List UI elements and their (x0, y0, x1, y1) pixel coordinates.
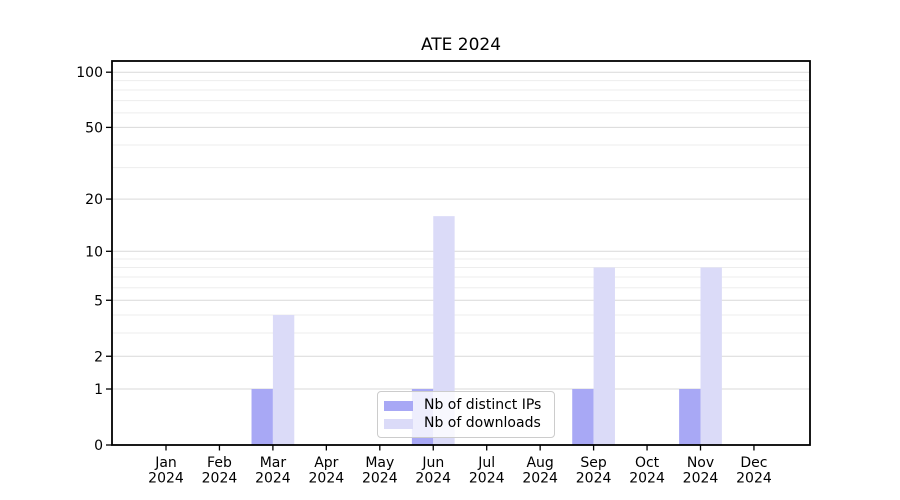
legend-item-distinct-ips: Nb of distinct IPs (384, 397, 546, 414)
y-tick-label: 50 (85, 120, 103, 136)
x-tick-label-year: 2024 (736, 471, 772, 487)
x-tick-label-year: 2024 (629, 471, 665, 487)
axes-box (111, 60, 811, 446)
legend: Nb of distinct IPs Nb of downloads (377, 391, 555, 438)
x-tick-label-month: Oct (635, 455, 660, 471)
bar-distinct-ips-nov (679, 389, 701, 445)
x-tick-label-month: Nov (687, 455, 714, 471)
x-tick-label-month: Apr (314, 455, 338, 471)
x-tick-label-month: Jan (154, 455, 177, 471)
x-tick-label-month: Jul (477, 455, 495, 471)
y-tick-label: 5 (94, 293, 103, 309)
x-tick-label-year: 2024 (255, 471, 291, 487)
x-tick-label-year: 2024 (362, 471, 398, 487)
legend-swatch-distinct-ips-icon (384, 400, 413, 411)
chart-title: ATE 2024 (420, 35, 502, 55)
x-tick-label-year: 2024 (576, 471, 612, 487)
bar-distinct-ips-mar (251, 389, 273, 445)
y-tick-label: 1 (94, 382, 103, 398)
x-tick-label-month: Jun (421, 455, 444, 471)
legend-swatch-downloads-icon (384, 418, 413, 429)
x-tick-label-year: 2024 (469, 471, 505, 487)
x-tick-label-year: 2024 (202, 471, 238, 487)
x-tick-label-year: 2024 (522, 471, 558, 487)
x-tick-label-month: Feb (207, 455, 232, 471)
legend-label-distinct-ips: Nb of distinct IPs (424, 397, 542, 413)
legend-item-downloads: Nb of downloads (384, 415, 546, 432)
y-tick-label: 20 (85, 192, 103, 208)
x-tick-label-year: 2024 (415, 471, 451, 487)
x-tick-label-year: 2024 (683, 471, 719, 487)
bar-downloads-nov (700, 267, 722, 445)
y-tick-label: 10 (85, 244, 103, 260)
x-tick-label-month: Mar (260, 455, 287, 471)
x-tick-label-month: May (365, 455, 394, 471)
bar-distinct-ips-sep (572, 389, 594, 445)
x-tick-label-month: Aug (526, 455, 553, 471)
x-tick-label-year: 2024 (148, 471, 184, 487)
x-tick-label-month: Dec (740, 455, 767, 471)
x-tick-label-year: 2024 (309, 471, 345, 487)
y-tick-label: 0 (94, 438, 103, 454)
bar-downloads-sep (593, 267, 615, 445)
y-tick-label: 2 (94, 349, 103, 365)
y-tick-label: 100 (76, 65, 103, 81)
legend-label-downloads: Nb of downloads (424, 415, 541, 431)
bar-downloads-mar (272, 314, 295, 445)
bar-downloads-jun (433, 216, 455, 445)
x-tick-label-month: Sep (580, 455, 607, 471)
